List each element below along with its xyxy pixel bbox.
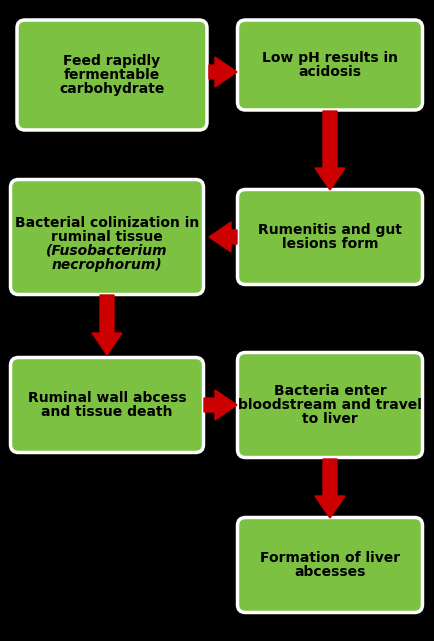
Polygon shape bbox=[208, 57, 237, 87]
Text: Bacteria enter: Bacteria enter bbox=[273, 384, 385, 398]
Text: bloodstream and travel: bloodstream and travel bbox=[237, 398, 421, 412]
Text: Ruminal wall abcess: Ruminal wall abcess bbox=[28, 391, 186, 405]
Text: Formation of liver: Formation of liver bbox=[260, 551, 399, 565]
Text: acidosis: acidosis bbox=[298, 65, 361, 79]
FancyBboxPatch shape bbox=[237, 353, 421, 458]
Polygon shape bbox=[314, 459, 344, 518]
Text: Low pH results in: Low pH results in bbox=[261, 51, 397, 65]
Text: Feed rapidly: Feed rapidly bbox=[63, 54, 160, 68]
FancyBboxPatch shape bbox=[17, 20, 207, 130]
FancyBboxPatch shape bbox=[237, 20, 421, 110]
Polygon shape bbox=[204, 390, 237, 420]
FancyBboxPatch shape bbox=[237, 190, 421, 285]
Text: abcesses: abcesses bbox=[294, 565, 365, 579]
Text: lesions form: lesions form bbox=[281, 237, 378, 251]
Text: Bacterial colinization in: Bacterial colinization in bbox=[15, 216, 199, 230]
FancyBboxPatch shape bbox=[10, 358, 203, 453]
Text: fermentable: fermentable bbox=[64, 68, 160, 82]
FancyBboxPatch shape bbox=[10, 179, 203, 294]
Text: ruminal tissue: ruminal tissue bbox=[51, 230, 162, 244]
Text: Rumenitis and gut: Rumenitis and gut bbox=[257, 223, 401, 237]
Polygon shape bbox=[314, 111, 344, 190]
FancyBboxPatch shape bbox=[237, 517, 421, 613]
Text: and tissue death: and tissue death bbox=[41, 405, 172, 419]
Polygon shape bbox=[92, 295, 122, 355]
Text: (Fusobacterium: (Fusobacterium bbox=[46, 244, 168, 258]
Text: to liver: to liver bbox=[302, 412, 357, 426]
Polygon shape bbox=[208, 222, 237, 252]
Text: carbohydrate: carbohydrate bbox=[59, 82, 164, 96]
Text: necrophorum): necrophorum) bbox=[52, 258, 162, 272]
